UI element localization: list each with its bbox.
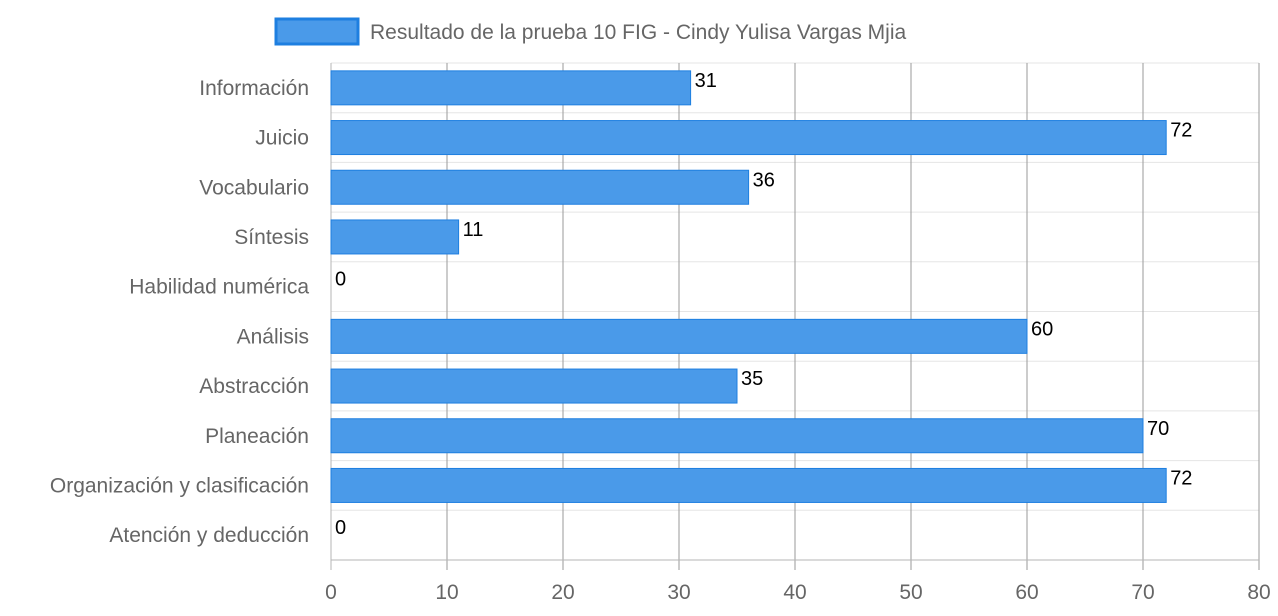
bar[interactable] (331, 71, 691, 105)
bars (331, 71, 1166, 503)
bar[interactable] (331, 468, 1166, 502)
bar[interactable] (331, 170, 749, 204)
category-label: Análisis (237, 325, 309, 348)
legend[interactable]: Resultado de la prueba 10 FIG - Cindy Yu… (276, 19, 906, 44)
data-label: 36 (753, 169, 775, 191)
data-label: 60 (1031, 318, 1053, 340)
x-tick-label: 60 (1015, 581, 1038, 604)
data-label: 11 (463, 219, 484, 241)
x-tick-label: 30 (667, 581, 690, 604)
category-label: Habilidad numérica (129, 276, 309, 299)
data-label: 70 (1147, 418, 1169, 440)
category-label: Síntesis (234, 226, 309, 249)
data-label: 0 (335, 269, 346, 291)
bar[interactable] (331, 369, 737, 403)
legend-label: Resultado de la prueba 10 FIG - Cindy Yu… (370, 21, 906, 44)
x-axis-ticks: 0 10 20 30 40 50 60 70 80 (325, 581, 1271, 604)
legend-swatch (276, 19, 358, 44)
category-label: Vocabulario (199, 176, 309, 199)
data-label: 31 (695, 70, 717, 92)
x-tick-label: 20 (551, 581, 574, 604)
category-label: Juicio (255, 127, 309, 150)
x-tick-label: 50 (899, 581, 922, 604)
data-label: 0 (335, 517, 346, 539)
data-label: 72 (1170, 120, 1192, 142)
x-tick-label: 0 (325, 581, 337, 604)
bar[interactable] (331, 220, 459, 254)
x-tick-label: 40 (783, 581, 806, 604)
category-label: Información (199, 77, 309, 100)
data-label: 35 (741, 368, 763, 390)
category-label: Abstracción (199, 375, 309, 398)
category-labels: Información Juicio Vocabulario Síntesis Habi… (50, 77, 309, 547)
x-tick-label: 80 (1247, 581, 1270, 604)
category-label: Organización y clasificación (50, 474, 309, 497)
data-label: 72 (1170, 467, 1192, 489)
category-label: Atención y deducción (109, 524, 309, 547)
bar[interactable] (331, 319, 1027, 353)
category-label: Planeación (205, 425, 309, 448)
bar[interactable] (331, 121, 1166, 155)
bar[interactable] (331, 419, 1143, 453)
x-tick-label: 10 (435, 581, 458, 604)
x-tick-label: 70 (1131, 581, 1154, 604)
